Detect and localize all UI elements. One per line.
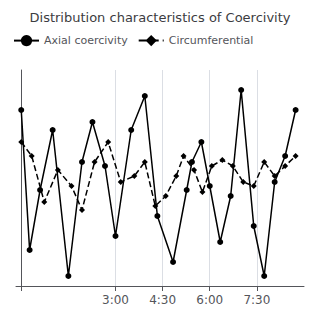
svg-text:4:30: 4:30 — [149, 293, 176, 307]
svg-text:6:00: 6:00 — [196, 293, 223, 307]
svg-text:3:00: 3:00 — [102, 293, 129, 307]
svg-text:Circumferential: Circumferential — [169, 34, 254, 47]
svg-text:Distribution characteristics o: Distribution characteristics of Coercivi… — [30, 10, 291, 25]
svg-text:Axial coercivity: Axial coercivity — [44, 34, 128, 47]
svg-text:7:30: 7:30 — [243, 293, 270, 307]
